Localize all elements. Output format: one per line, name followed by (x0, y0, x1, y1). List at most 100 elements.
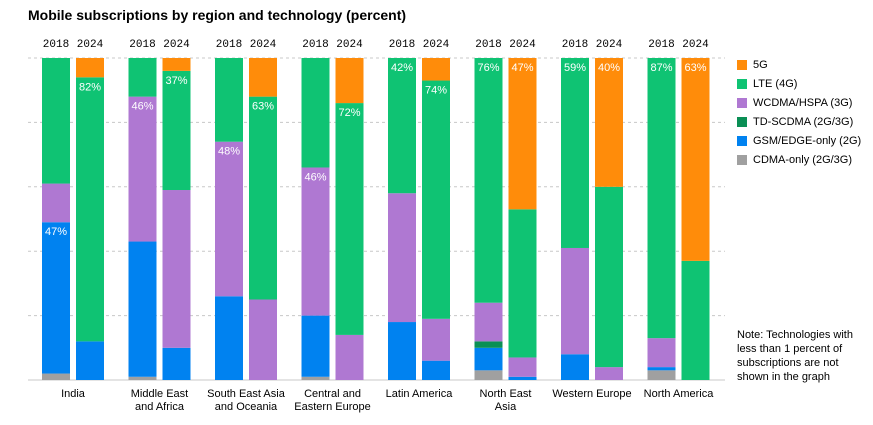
legend-item-td-scdma-2g-3g: TD-SCDMA (2G/3G) (737, 112, 861, 131)
bar-segment-lte-4g (422, 80, 450, 319)
bar-segment-lte-4g (76, 77, 104, 342)
chart-legend: 5G LTE (4G) WCDMA/HSPA (3G) TD-SCDMA (2G/3G… (737, 55, 861, 169)
legend-swatch (737, 135, 747, 146)
bar-segment-wcdma-hspa-3g (162, 190, 191, 348)
bar-segment-5g (508, 58, 537, 210)
bar-segment-lte-4g (42, 58, 70, 184)
legend-label: WCDMA/HSPA (3G) (753, 96, 853, 109)
data-label: 74% (425, 85, 447, 97)
bar-segment-wcdma-hspa-3g (215, 141, 243, 297)
year-label: 2018 (216, 39, 242, 51)
bar-segment-gsm-edge-only-2g (422, 360, 450, 380)
bar-segment-gsm-edge-only-2g (128, 241, 157, 377)
data-label: 87% (650, 62, 672, 74)
bar-segment-5g (162, 58, 191, 71)
data-label: 46% (131, 101, 153, 113)
legend-label: GSM/EDGE-only (2G) (753, 134, 862, 147)
year-label: 2018 (43, 39, 69, 51)
data-label: 40% (598, 62, 620, 74)
bar-segment-wcdma-hspa-3g (301, 167, 330, 316)
bar-segment-cdma-only-2g-3g (128, 376, 157, 380)
bar-segment-5g (422, 58, 450, 81)
bar-segment-wcdma-hspa-3g (249, 299, 277, 380)
category-label: Western Europe (552, 388, 631, 400)
legend-label: 5G (753, 58, 768, 71)
bar-segment-wcdma-hspa-3g (561, 247, 589, 355)
legend-item-gsm-edge-only-2g: GSM/EDGE-only (2G) (737, 131, 861, 150)
bar-segment-lte-4g (647, 58, 676, 339)
bar-segment-gsm-edge-only-2g (508, 376, 537, 380)
bar-segment-wcdma-hspa-3g (335, 334, 364, 380)
bar-segment-td-scdma-2g-3g (474, 341, 503, 348)
bar-segment-lte-4g (128, 58, 157, 97)
bar-segment-gsm-edge-only-2g (474, 347, 503, 371)
year-label: 2024 (336, 39, 363, 51)
year-label: 2018 (302, 39, 328, 51)
legend-label: TD-SCDMA (2G/3G) (753, 115, 854, 128)
bar-segment-lte-4g (474, 58, 503, 303)
bar-segment-gsm-edge-only-2g (215, 296, 243, 380)
data-label: 72% (338, 107, 360, 119)
data-label: 82% (79, 81, 101, 93)
bar-segment-gsm-edge-only-2g (301, 315, 330, 377)
bar-segment-cdma-only-2g-3g (301, 376, 330, 380)
bar-segment-gsm-edge-only-2g (162, 347, 191, 380)
year-label: 2024 (682, 39, 709, 51)
legend-swatch (737, 154, 747, 165)
bar-segment-wcdma-hspa-3g (128, 96, 157, 242)
legend-swatch (737, 78, 747, 89)
bar-segment-wcdma-hspa-3g (388, 193, 416, 323)
category-label: Middle East and Africa (131, 388, 188, 413)
year-label: 2018 (475, 39, 501, 51)
legend-item-wcdma-hspa-3g: WCDMA/HSPA (3G) (737, 93, 861, 112)
chart-title: Mobile subscriptions by region and techn… (28, 7, 407, 23)
bar-segment-gsm-edge-only-2g (42, 222, 70, 374)
data-label: 63% (252, 101, 274, 113)
legend-swatch (737, 116, 747, 127)
data-label: 76% (477, 62, 499, 74)
bar-segment-5g (681, 58, 710, 261)
bar-segment-lte-4g (249, 96, 277, 300)
bar-segment-cdma-only-2g-3g (474, 370, 503, 380)
bar-segment-wcdma-hspa-3g (647, 338, 676, 368)
data-label: 59% (564, 62, 586, 74)
bar-segment-lte-4g (561, 58, 589, 248)
bar-segment-wcdma-hspa-3g (422, 318, 450, 361)
year-label: 2018 (389, 39, 415, 51)
chart-note: Note: Technologies with less than 1 perc… (737, 329, 853, 383)
year-label: 2018 (648, 39, 674, 51)
category-label: North America (644, 388, 715, 400)
bar-segment-5g (76, 58, 104, 78)
year-label: 2024 (163, 39, 190, 51)
legend-swatch (737, 59, 747, 70)
legend-label: LTE (4G) (753, 77, 798, 90)
category-label: Latin America (386, 388, 454, 400)
category-label: North East Asia (480, 388, 532, 413)
bar-segment-5g (595, 58, 623, 187)
data-label: 47% (511, 62, 533, 74)
bar-segment-wcdma-hspa-3g (508, 357, 537, 377)
data-label: 37% (165, 75, 187, 87)
category-label: Central and Eastern Europe (294, 388, 370, 413)
bar-segment-cdma-only-2g-3g (42, 373, 70, 380)
bar-segment-lte-4g (681, 260, 710, 380)
legend-item-5g: 5G (737, 55, 861, 74)
legend-swatch (737, 97, 747, 108)
bar-segment-wcdma-hspa-3g (595, 367, 623, 380)
year-label: 2024 (77, 39, 104, 51)
bar-segment-cdma-only-2g-3g (647, 370, 676, 380)
legend-item-lte-4g: LTE (4G) (737, 74, 861, 93)
year-label: 2024 (250, 39, 277, 51)
bar-segment-lte-4g (215, 58, 243, 142)
bar-segment-lte-4g (388, 58, 416, 194)
year-label: 2024 (509, 39, 536, 51)
data-label: 63% (684, 62, 706, 74)
bar-segment-gsm-edge-only-2g (388, 322, 416, 380)
data-label: 42% (391, 62, 413, 74)
year-label: 2018 (562, 39, 588, 51)
year-label: 2018 (129, 39, 155, 51)
bar-segment-lte-4g (595, 186, 623, 368)
legend-item-cdma-only-2g-3g: CDMA-only (2G/3G) (737, 150, 861, 169)
bar-segment-lte-4g (162, 70, 191, 191)
data-label: 48% (218, 146, 240, 158)
